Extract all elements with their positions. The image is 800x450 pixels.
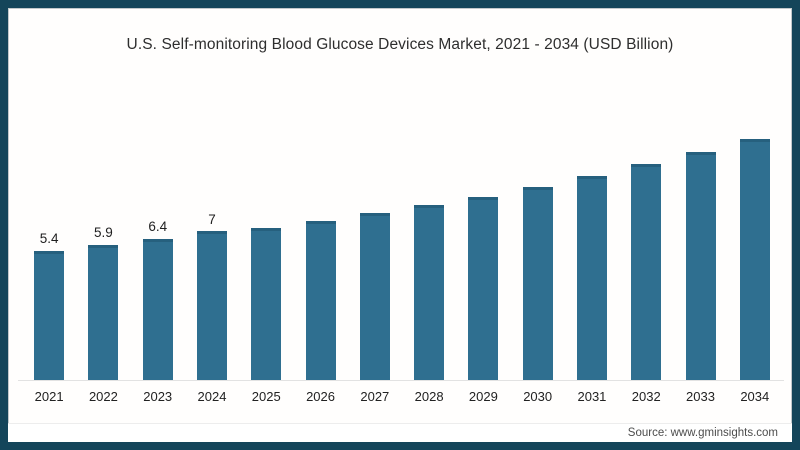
x-axis-label-2023: 2023: [143, 389, 173, 404]
bar-cell-2022: 5.9: [76, 121, 130, 380]
bar-cell-2023: 6.4: [131, 121, 185, 380]
bar-2024: [196, 231, 227, 380]
x-axis-label-2024: 2024: [197, 389, 227, 404]
x-axis-label-2022: 2022: [88, 389, 118, 404]
bar-2034: [739, 139, 770, 380]
bar-2029: [468, 196, 499, 380]
bar-cell-2026: [293, 121, 347, 380]
bar-cell-2029: [456, 121, 510, 380]
bar-2031: [576, 176, 607, 380]
source-text: Source: www.gminsights.com: [627, 427, 778, 439]
source-bar: Source: www.gminsights.com: [8, 423, 792, 442]
x-axis-label-2032: 2032: [631, 389, 661, 404]
bar-cell-2033: [673, 121, 727, 380]
bar-2028: [414, 204, 445, 380]
x-axis-label-2029: 2029: [468, 389, 498, 404]
bar-2022: [88, 244, 119, 380]
bar-cell-2031: [565, 121, 619, 380]
bar-cell-2034: [728, 121, 782, 380]
x-axis-label-2027: 2027: [360, 389, 390, 404]
x-axis-labels: 2021 2022 2023 2024 2025 2026 2027 2028 2029 2030…: [22, 389, 782, 404]
x-axis-label-2025: 2025: [251, 389, 281, 404]
x-axis-line: [18, 380, 784, 381]
bar-2021: [34, 250, 65, 380]
x-axis-label-2030: 2030: [523, 389, 553, 404]
bar-cell-2027: [348, 121, 402, 380]
x-axis-label-2026: 2026: [306, 389, 335, 404]
bar-value-label-2022: 5.9: [94, 225, 113, 240]
plot-area: 5.4 5.9 6.4 7 2021 2022 2023 2024 2025 2026 2027 2…: [18, 121, 784, 404]
chart-title: U.S. Self-monitoring Blood Glucose Devic…: [126, 36, 674, 53]
bar-cell-2025: [239, 121, 293, 380]
bar-cell-2021: 5.4: [22, 121, 76, 380]
x-axis-label-2031: 2031: [577, 389, 607, 404]
x-axis-label-2028: 2028: [414, 389, 444, 404]
bar-2025: [251, 227, 282, 380]
bar-2030: [522, 186, 553, 380]
bar-cell-2030: [511, 121, 565, 380]
bar-value-label-2023: 6.4: [148, 219, 168, 234]
bar-2032: [631, 164, 662, 380]
bar-cell-2024: 7: [185, 121, 239, 380]
bar-value-label-2021: 5.4: [39, 231, 59, 246]
x-axis-label-2033: 2033: [686, 389, 715, 404]
bar-2023: [142, 238, 173, 380]
bar-2033: [685, 152, 716, 380]
x-axis-label-2034: 2034: [740, 389, 770, 404]
bar-2026: [305, 220, 336, 380]
bar-cell-2032: [619, 121, 673, 380]
x-axis-label-2021: 2021: [34, 389, 64, 404]
bar-value-label-2024: 7: [208, 211, 216, 227]
bar-cell-2028: [402, 121, 456, 380]
bars-row: 5.4 5.9 6.4 7: [22, 121, 782, 380]
bar-2027: [359, 213, 390, 380]
